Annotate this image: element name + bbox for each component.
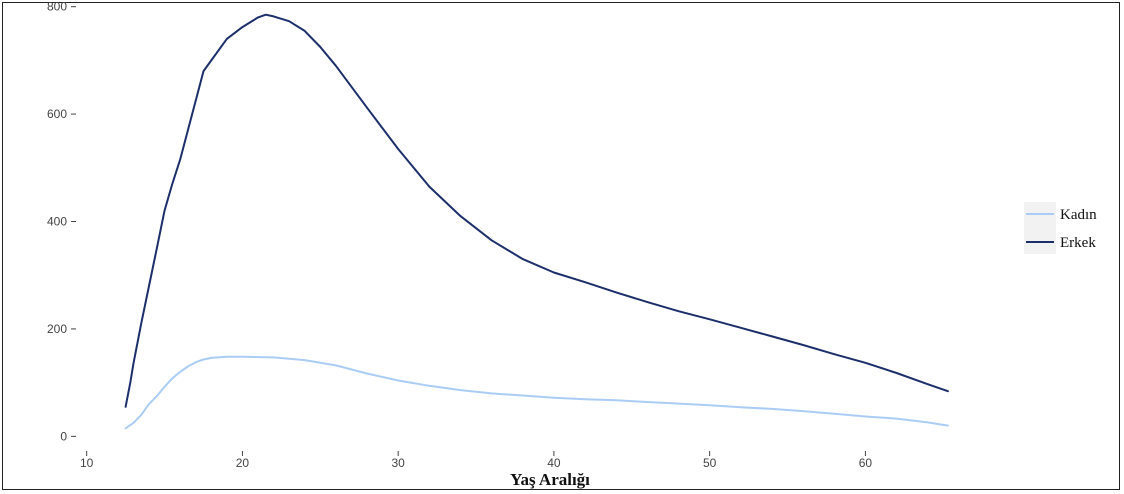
y-axis: 0 200 400 600 800 — [47, 0, 76, 443]
legend: Kadın Erkek — [1024, 202, 1097, 254]
legend-label-kadin: Kadın — [1060, 207, 1097, 223]
y-tick-label: 400 — [47, 215, 67, 229]
series-layer — [124, 13, 949, 430]
series-line-erkek — [124, 13, 949, 408]
y-tick-label: 800 — [47, 0, 67, 14]
x-tick-label: 20 — [236, 456, 250, 470]
x-tick-label: 60 — [859, 456, 873, 470]
x-tick-label: 10 — [80, 456, 94, 470]
x-tick-label: 30 — [391, 456, 405, 470]
y-tick-label: 200 — [47, 322, 67, 336]
series-line-kadin — [124, 355, 949, 430]
legend-key-background — [1024, 202, 1056, 254]
x-axis-title: Yaş Aralığı — [510, 470, 590, 489]
y-tick-label: 600 — [47, 107, 67, 121]
y-tick-label: 0 — [60, 429, 67, 443]
legend-label-erkek: Erkek — [1060, 235, 1096, 251]
x-axis: 10 20 30 40 50 60 — [80, 451, 872, 470]
x-tick-label: 40 — [547, 456, 561, 470]
x-tick-label: 50 — [703, 456, 717, 470]
